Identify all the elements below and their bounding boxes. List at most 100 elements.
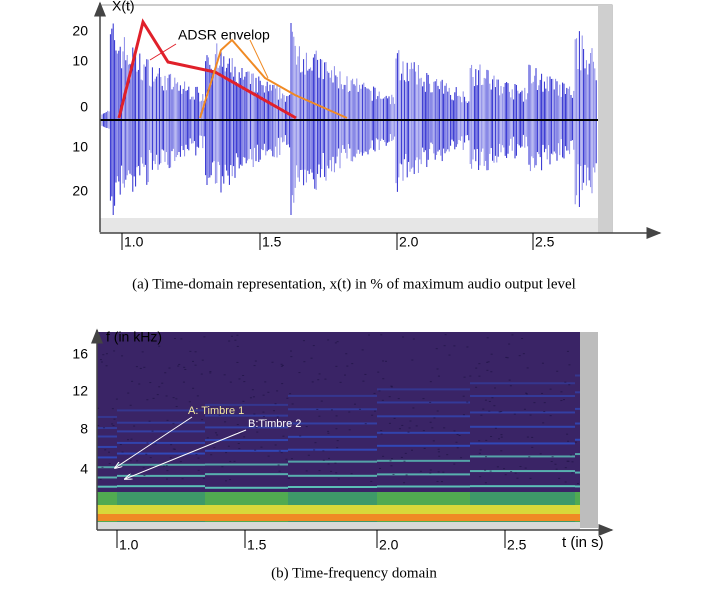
x-tick-label: 1.0 <box>119 537 139 553</box>
noise <box>339 381 342 383</box>
harmonic <box>117 441 205 444</box>
noise <box>318 470 321 472</box>
noise <box>514 472 517 474</box>
noise <box>498 411 501 413</box>
x-tick-label: 1.5 <box>247 537 267 553</box>
noise <box>490 371 493 373</box>
noise <box>343 374 346 376</box>
noise <box>216 434 219 436</box>
noise <box>500 434 503 436</box>
noise <box>371 414 374 416</box>
noise <box>221 466 224 468</box>
waveform-scale-strip <box>598 5 612 233</box>
noise <box>456 447 459 449</box>
y-tick-label: 4 <box>80 461 88 477</box>
noise <box>177 365 180 367</box>
spectral-band <box>205 514 288 521</box>
noise <box>336 341 339 343</box>
noise <box>148 420 151 422</box>
annotation-pointer <box>149 43 177 61</box>
noise <box>286 397 289 399</box>
noise <box>541 362 544 364</box>
noise <box>382 360 385 362</box>
noise <box>541 392 544 394</box>
noise <box>197 457 200 459</box>
noise <box>146 399 149 401</box>
noise <box>437 451 440 453</box>
noise <box>236 424 239 426</box>
noise <box>479 476 482 478</box>
noise <box>571 472 574 474</box>
harmonic <box>117 421 205 424</box>
harmonic <box>205 449 288 452</box>
noise <box>203 336 206 338</box>
noise <box>173 448 176 450</box>
noise <box>227 445 230 447</box>
noise <box>195 453 198 455</box>
noise <box>500 436 503 438</box>
noise <box>229 460 232 462</box>
harmonic <box>97 456 117 459</box>
noise <box>525 392 528 394</box>
noise <box>310 357 313 359</box>
noise <box>562 399 565 401</box>
noise <box>158 345 161 347</box>
noise <box>133 335 136 337</box>
adsr-envelope-1 <box>117 18 297 120</box>
noise <box>393 417 396 419</box>
noise <box>506 357 509 359</box>
noise <box>115 398 118 400</box>
annotation-pointer <box>249 39 269 79</box>
noise <box>206 437 209 439</box>
noise <box>243 381 246 383</box>
noise <box>280 365 283 367</box>
noise <box>201 419 204 421</box>
noise <box>272 410 275 412</box>
noise <box>531 436 534 438</box>
noise <box>523 408 526 410</box>
noise <box>432 440 435 442</box>
noise <box>236 334 239 336</box>
noise <box>271 361 274 363</box>
harmonic <box>377 415 470 418</box>
noise <box>105 353 108 355</box>
noise <box>531 446 534 448</box>
noise <box>99 478 102 480</box>
noise <box>197 469 200 471</box>
noise <box>233 460 236 462</box>
noise <box>223 374 226 376</box>
noise <box>345 353 348 355</box>
harmonic <box>205 463 288 466</box>
x-axis-label: t (in s) <box>562 534 604 551</box>
noise <box>560 391 563 393</box>
noise <box>170 444 173 446</box>
noise <box>142 467 145 469</box>
harmonic <box>205 426 288 429</box>
noise <box>411 359 414 361</box>
harmonic <box>470 455 575 458</box>
noise <box>555 468 558 470</box>
harmonic <box>117 452 205 455</box>
noise <box>422 398 425 400</box>
noise <box>508 379 511 381</box>
noise <box>443 345 446 347</box>
noise <box>412 407 415 409</box>
harmonic <box>205 473 288 476</box>
noise <box>551 456 554 458</box>
noise <box>497 438 500 440</box>
noise <box>389 460 392 462</box>
noise <box>568 364 571 366</box>
noise <box>127 392 130 394</box>
noise <box>438 455 441 457</box>
noise <box>448 354 451 356</box>
noise <box>429 469 432 471</box>
noise <box>173 338 176 340</box>
noise <box>475 367 478 369</box>
noise <box>549 388 552 390</box>
noise <box>229 381 232 383</box>
noise <box>192 387 195 389</box>
noise <box>166 419 169 421</box>
noise <box>175 398 178 400</box>
harmonic <box>575 407 580 410</box>
noise <box>188 401 191 403</box>
